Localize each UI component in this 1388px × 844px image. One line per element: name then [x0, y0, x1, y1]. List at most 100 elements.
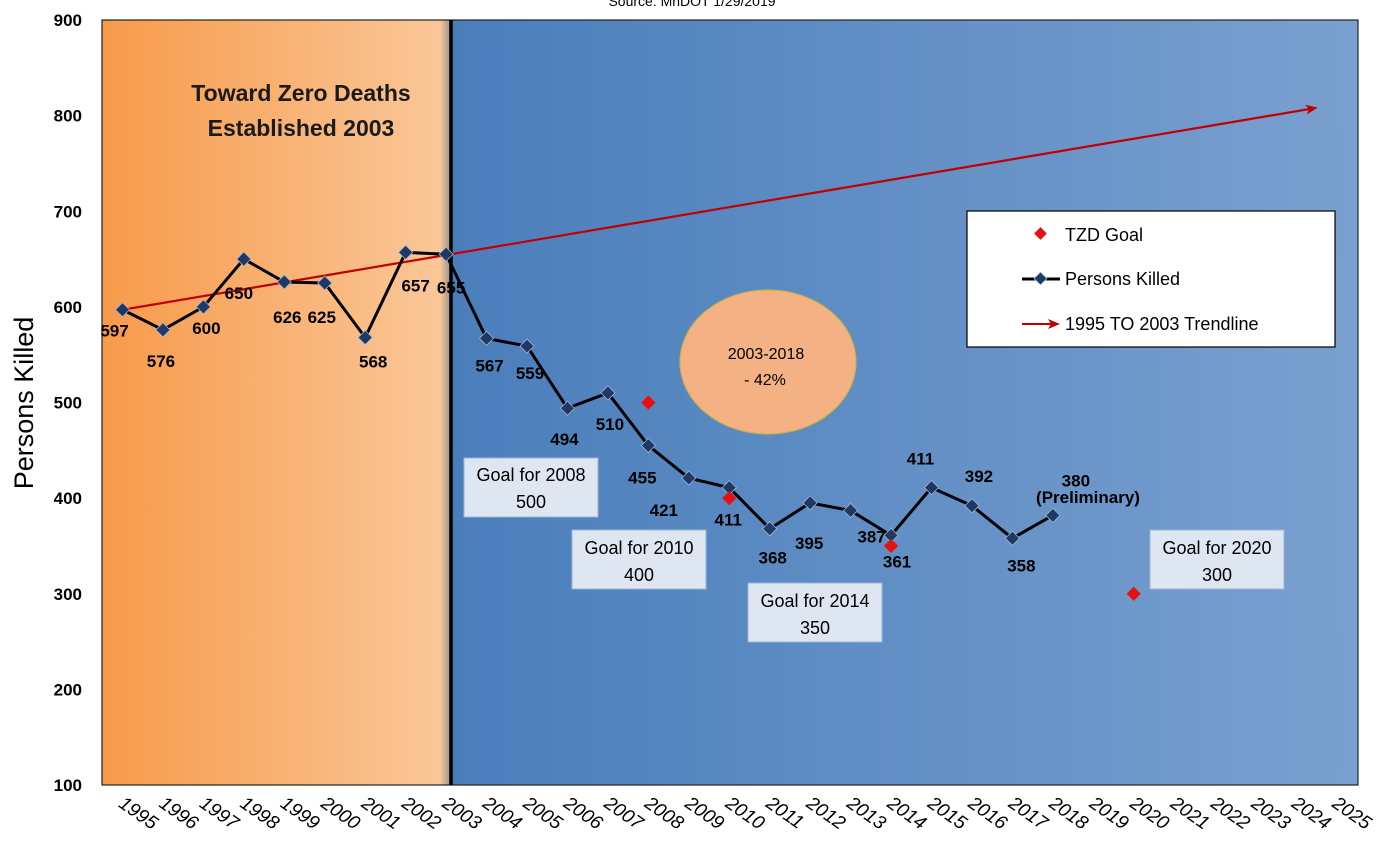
persons-killed-point: [762, 521, 778, 537]
goal-box-2020: Goal for 2020 300: [1149, 529, 1285, 590]
data-label: 568: [359, 352, 387, 371]
y-tick-label: 800: [54, 107, 82, 126]
x-tick-label: 2003: [437, 792, 485, 834]
tzd-goal-point: [1126, 586, 1141, 601]
change-ellipse: [679, 289, 857, 435]
change-callout: 2003-2018 - 42%: [679, 289, 857, 435]
data-label: 380: [1062, 471, 1090, 490]
x-tick-label: 2022: [1206, 792, 1254, 834]
x-tick-label: 2000: [316, 792, 364, 834]
x-tick-label: 2011: [761, 792, 807, 833]
data-label: 411: [907, 450, 934, 469]
data-label: 494: [550, 430, 579, 449]
x-tick-label: 2005: [518, 792, 566, 834]
y-tick-label: 500: [54, 394, 82, 413]
x-tick-label: 2008: [640, 792, 688, 834]
data-label: 567: [475, 356, 503, 375]
tzd-goal-point: [641, 395, 656, 410]
data-label: 361: [883, 552, 911, 571]
x-tick-label: 2017: [1004, 792, 1053, 835]
data-label: 411: [715, 511, 742, 530]
persons-killed-point: [640, 437, 656, 454]
goal-box-2010: Goal for 2010 400: [571, 529, 707, 590]
legend: TZD Goal Persons Killed 1995 TO 2003 Tre…: [966, 210, 1336, 348]
goal-box-2020-bg: [1149, 529, 1285, 590]
goal-box-2010-value: 400: [624, 565, 654, 585]
tzd-goal-series: [641, 395, 1141, 601]
x-tick-label: 1997: [196, 793, 244, 835]
persons-killed-series: [114, 244, 1061, 546]
data-label: 576: [147, 352, 175, 371]
x-tick-label: 2014: [882, 792, 929, 834]
x-tick-label: 2002: [397, 792, 445, 834]
persons-killed-point: [600, 385, 616, 401]
data-label: 358: [1007, 556, 1035, 575]
persons-killed-point: [398, 244, 414, 261]
persons-killed-point: [195, 299, 212, 315]
persons-killed-point: [1004, 530, 1021, 546]
preliminary-label: (Preliminary): [1036, 488, 1140, 507]
x-tick-label: 2010: [721, 792, 769, 834]
y-axis: 100 200 300 400 500 600 700 800 900: [54, 11, 82, 795]
persons-killed-line: [121, 250, 1054, 540]
data-label: 600: [192, 319, 220, 338]
goal-box-2008-bg: [463, 457, 599, 518]
goal-box-2020-title: Goal for 2020: [1162, 538, 1271, 558]
x-tick-label: 2004: [478, 792, 525, 834]
persons-killed-point: [721, 479, 737, 496]
tzd-goal-point: [722, 491, 737, 506]
persons-killed-point: [317, 275, 333, 291]
tzd-goal-point: [883, 538, 899, 554]
data-label: 387: [857, 528, 885, 547]
x-tick-label: 2019: [1085, 792, 1133, 834]
post-2003-region: [452, 20, 1358, 785]
y-tick-label: 100: [54, 776, 82, 795]
data-label: 559: [516, 364, 544, 383]
persons-killed-point: [964, 498, 980, 514]
goal-box-2014-title: Goal for 2014: [760, 591, 869, 611]
persons-killed-point: [438, 246, 454, 262]
change-value: - 42%: [744, 372, 786, 389]
x-tick-label: 2025: [1327, 792, 1375, 834]
x-tick-label: 2020: [1125, 792, 1173, 834]
trendline-series: [122, 104, 1318, 311]
goal-box-2008: Goal for 2008 500: [463, 457, 599, 518]
x-tick-label: 1995: [115, 793, 162, 835]
goal-box-2014-bg: [747, 582, 883, 643]
source-note: Source: MnDOT 1/29/2019: [608, 0, 775, 9]
goal-box-2020-value: 300: [1202, 565, 1232, 585]
persons-killed-point: [1045, 507, 1061, 523]
data-label: 395: [795, 534, 823, 553]
plot-border: [101, 19, 1359, 786]
persons-killed-point: [236, 251, 252, 267]
era-title: Toward Zero Deaths Established 2003: [191, 80, 410, 141]
y-tick-label: 400: [54, 489, 82, 508]
data-label: 368: [759, 549, 787, 568]
data-label: 626: [273, 308, 301, 327]
goal-box-2008-title: Goal for 2008: [476, 465, 585, 485]
persons-killed-point: [559, 400, 576, 416]
x-tick-label: 1996: [155, 793, 202, 835]
data-label: 625: [308, 308, 336, 327]
persons-killed-point: [883, 527, 899, 544]
era-title-line1: Toward Zero Deaths: [191, 80, 410, 106]
persons-killed-point: [357, 329, 373, 346]
x-tick-label: 1999: [276, 793, 323, 835]
persons-killed-point: [519, 338, 535, 354]
plot-area: [101, 19, 1359, 786]
y-tick-label: 900: [54, 11, 82, 30]
data-label: 650: [225, 284, 253, 303]
x-tick-label: 2024: [1287, 792, 1334, 834]
persons-killed-point: [681, 470, 697, 486]
transition-fade: [440, 20, 452, 785]
data-label: 455: [628, 469, 656, 488]
persons-killed-point: [114, 302, 131, 318]
x-tick-label: 2016: [963, 792, 1011, 834]
x-tick-label: 2013: [842, 792, 890, 834]
goal-box-2008-value: 500: [516, 492, 546, 512]
data-label: 657: [401, 276, 429, 295]
data-label: 421: [650, 501, 678, 520]
goal-box-2014: Goal for 2014 350: [747, 582, 883, 643]
legend-killed-label: Persons Killed: [1065, 269, 1180, 289]
x-axis: 1995199619971998199920002001200220032004…: [115, 792, 1376, 835]
